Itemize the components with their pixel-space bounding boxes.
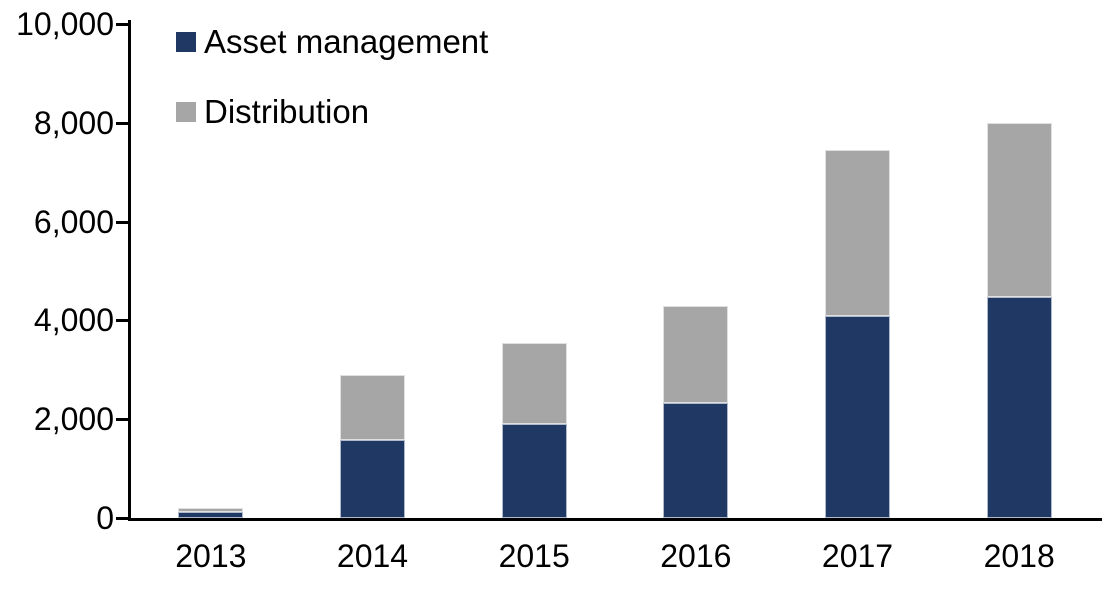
y-axis-tick-mark xyxy=(116,517,128,520)
x-axis-tick-label: 2018 xyxy=(983,538,1055,574)
chart-legend: Asset management Distribution xyxy=(176,22,488,162)
bar-segment xyxy=(986,297,1052,518)
x-axis-tick-label: 2016 xyxy=(660,538,732,574)
y-axis-tick-mark xyxy=(116,319,128,323)
x-axis-tick-label: 2014 xyxy=(336,538,409,574)
y-axis-tick-label: 8,000 xyxy=(33,104,114,141)
legend-item-asset-management: Asset management xyxy=(176,22,488,62)
y-axis-tick-label: 2,000 xyxy=(33,401,114,438)
bar-segment xyxy=(178,512,244,518)
y-axis-line xyxy=(128,20,131,521)
y-axis-tick-mark xyxy=(116,121,128,125)
y-axis-tick-label: 4,000 xyxy=(33,302,114,339)
bar-segment xyxy=(501,343,567,425)
legend-swatch-asset-management-icon xyxy=(176,32,196,52)
x-axis-tick-label: 2015 xyxy=(498,538,570,574)
y-axis-tick-label: 6,000 xyxy=(33,203,114,240)
y-axis-tick-mark xyxy=(116,220,128,224)
y-axis-tick-mark xyxy=(116,418,128,422)
x-axis-line xyxy=(128,518,1102,521)
y-axis-tick-label: 0 xyxy=(96,500,114,536)
legend-swatch-distribution-icon xyxy=(176,102,196,122)
bar-segment xyxy=(340,375,405,441)
legend-label-distribution: Distribution xyxy=(204,93,370,130)
bar-segment xyxy=(825,149,890,317)
legend-item-distribution: Distribution xyxy=(176,92,488,132)
bar-segment xyxy=(501,424,567,518)
legend-label-asset-management: Asset management xyxy=(204,23,489,60)
bar-segment xyxy=(663,306,729,404)
x-axis-tick-label: 2017 xyxy=(821,538,894,574)
bar-segment xyxy=(825,316,890,518)
y-axis-tick-mark xyxy=(116,23,128,26)
bar-segment xyxy=(178,508,244,513)
x-axis-tick-label: 2013 xyxy=(175,538,247,574)
bar-segment xyxy=(663,403,729,518)
y-axis-tick-label: 10,000 xyxy=(16,6,114,42)
bar-segment xyxy=(986,122,1052,298)
bar-segment xyxy=(340,440,405,518)
